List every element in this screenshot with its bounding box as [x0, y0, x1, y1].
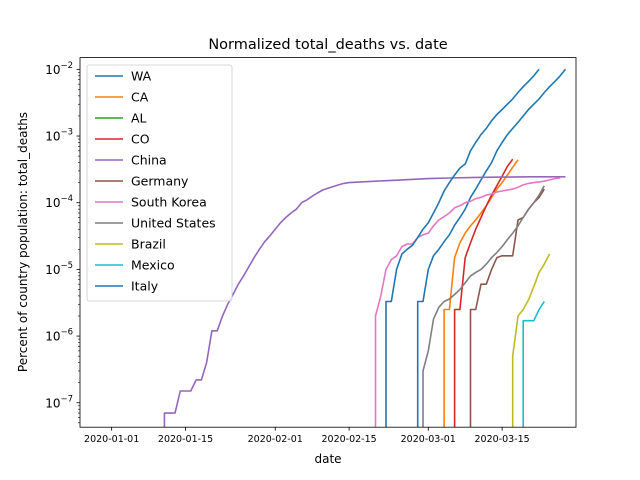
- chart-title: Normalized total_deaths vs. date: [208, 37, 447, 53]
- y-tick-exponent: −5: [60, 261, 73, 271]
- legend-label-mexico: Mexico: [131, 258, 175, 273]
- legend-label-al: AL: [131, 111, 147, 126]
- y-tick-exponent: −6: [60, 328, 73, 338]
- series-line-united-states: [422, 185, 546, 428]
- legend-label-ca: CA: [131, 90, 149, 105]
- y-tick-label: 10−3: [45, 128, 73, 144]
- x-tick-label: 2020-01-15: [158, 434, 213, 445]
- y-tick-label: 10−7: [45, 394, 73, 410]
- y-tick-base: 10: [45, 196, 60, 210]
- series-line-ca: [443, 159, 519, 428]
- legend-label-wa: WA: [131, 69, 152, 84]
- series-line-italy: [385, 68, 540, 428]
- y-tick-label: 10−4: [45, 194, 73, 210]
- legend-box: [86, 64, 233, 302]
- x-tick-label: 2020-03-01: [401, 434, 456, 445]
- series-line-china: [163, 176, 566, 428]
- x-tick-label: 2020-02-15: [321, 434, 376, 445]
- y-axis-label: Percent of country population: total_dea…: [16, 112, 30, 372]
- y-tick-exponent: −4: [60, 194, 73, 204]
- legend-label-south-korea: South Korea: [131, 195, 207, 210]
- plot-frame: [79, 57, 577, 428]
- x-axis-ticks: 2020-01-01 2020-01-15 2020-02-01 2020-02-15…: [84, 427, 530, 445]
- series-lines: [163, 68, 567, 428]
- series-line-brazil: [511, 253, 551, 428]
- y-tick-base: 10: [45, 263, 60, 277]
- legend-label-italy: Italy: [131, 279, 159, 294]
- y-tick-exponent: −3: [60, 128, 73, 138]
- series-line-co: [453, 158, 514, 428]
- x-tick-label: 2020-03-15: [475, 434, 530, 445]
- legend-label-china: China: [131, 153, 167, 168]
- series-line-south-korea: [374, 177, 561, 428]
- x-tick-label: 2020-02-01: [248, 434, 303, 445]
- legend-label-co: CO: [131, 132, 150, 147]
- y-tick-base: 10: [45, 130, 60, 144]
- y-tick-label: 10−2: [45, 61, 73, 77]
- legend-label-united-states: United States: [131, 216, 216, 231]
- legend-label-brazil: Brazil: [131, 237, 166, 252]
- legend-label-germany: Germany: [131, 174, 189, 189]
- y-tick-exponent: −2: [60, 61, 73, 71]
- x-tick-label: 2020-01-01: [84, 434, 139, 445]
- y-tick-base: 10: [45, 396, 60, 410]
- x-axis-label: date: [314, 452, 341, 466]
- y-tick-label: 10−6: [45, 328, 73, 344]
- y-tick-base: 10: [45, 330, 60, 344]
- series-line-mexico: [522, 301, 545, 428]
- series-line-wa: [416, 68, 567, 428]
- y-tick-label: 10−5: [45, 261, 73, 277]
- y-tick-base: 10: [45, 63, 60, 77]
- y-tick-exponent: −7: [60, 394, 73, 404]
- legend: WA CA AL CO China Germany South Korea United St…: [86, 64, 233, 302]
